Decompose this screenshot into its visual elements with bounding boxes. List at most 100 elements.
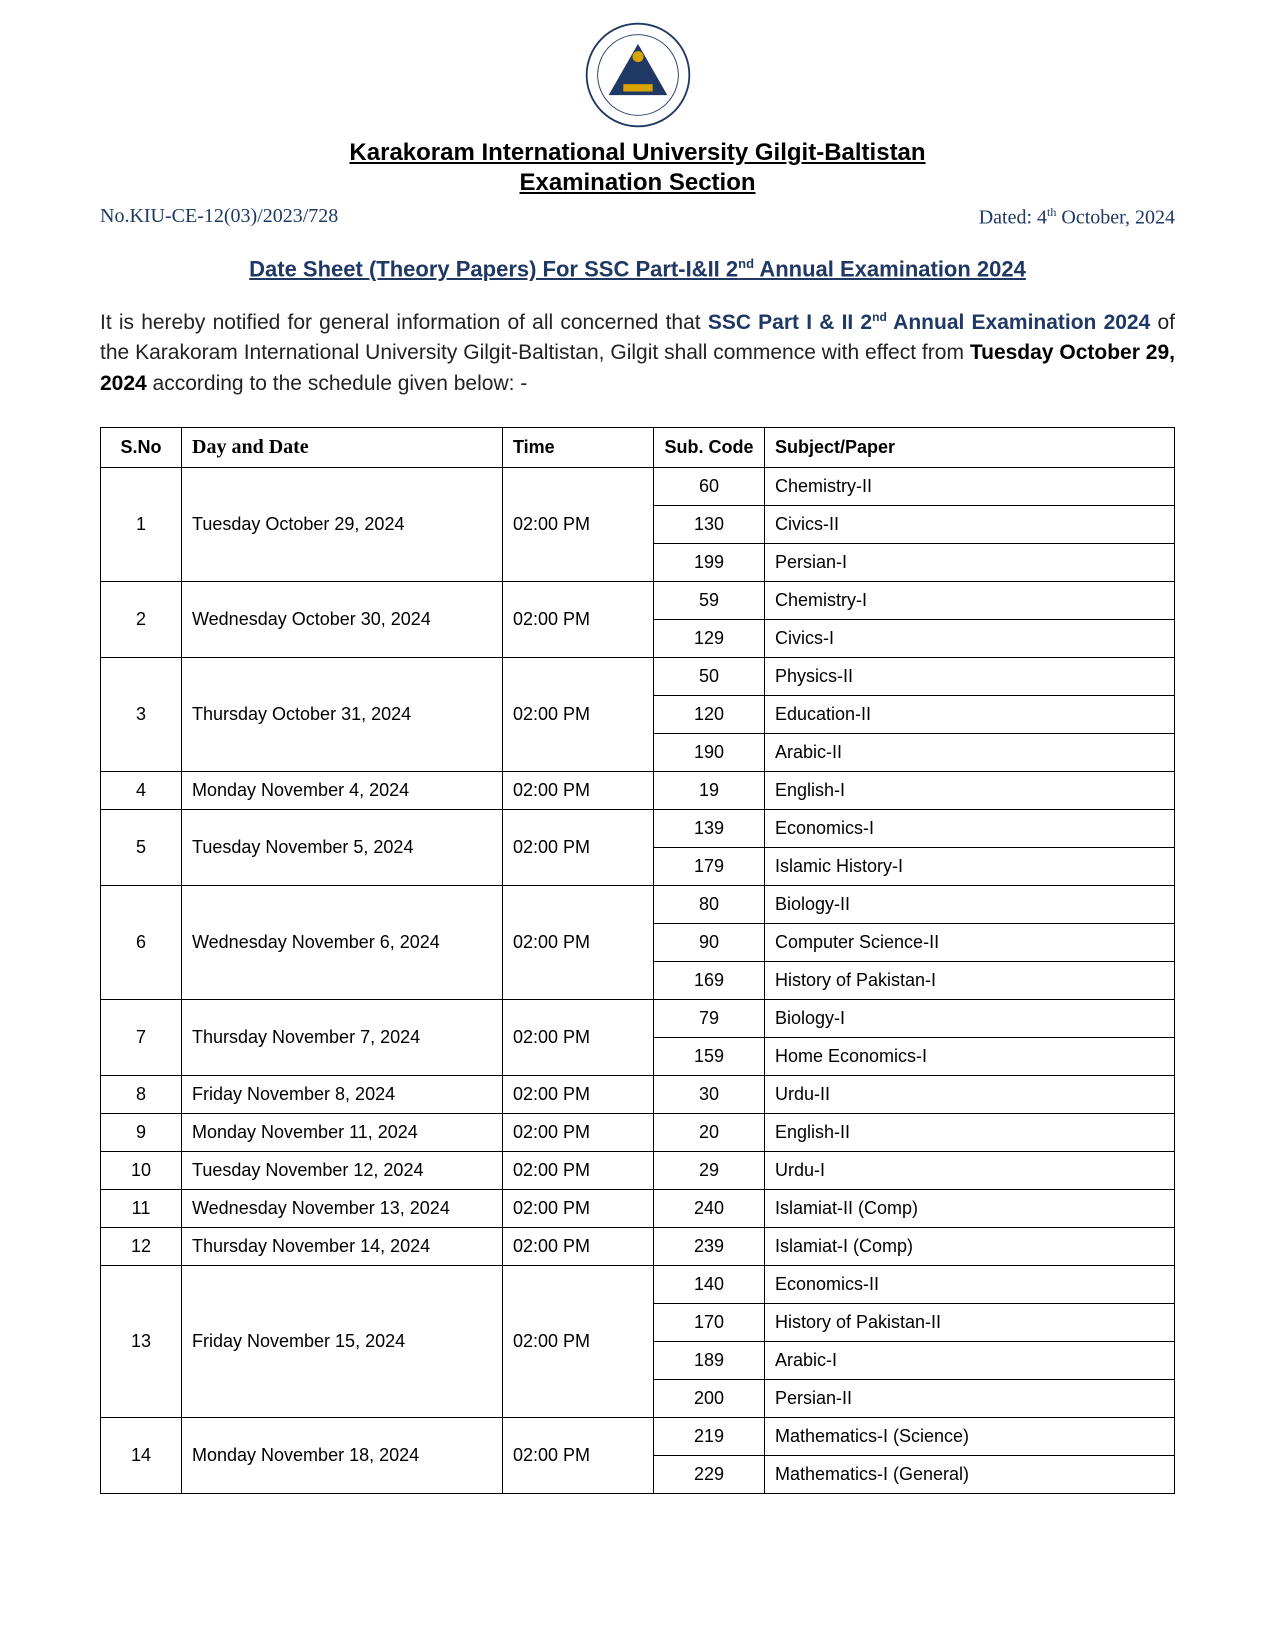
cell-sno: 10 (101, 1152, 182, 1190)
table-row: 13Friday November 15, 202402:00 PM140Eco… (101, 1266, 1175, 1304)
highlight-exam-name: SSC Part I & II 2nd Annual Examination 2… (708, 311, 1150, 334)
table-header-row: S.No Day and Date Time Sub. Code Subject… (101, 428, 1175, 468)
cell-subject: Biology-I (765, 1000, 1175, 1038)
cell-subject: Islamic History-I (765, 848, 1175, 886)
cell-subject: Persian-I (765, 544, 1175, 582)
cell-code: 130 (654, 506, 765, 544)
cell-daydate: Wednesday November 6, 2024 (182, 886, 503, 1000)
cell-time: 02:00 PM (503, 772, 654, 810)
cell-sno: 6 (101, 886, 182, 1000)
table-row: 1Tuesday October 29, 202402:00 PM60Chemi… (101, 468, 1175, 506)
cell-code: 60 (654, 468, 765, 506)
table-row: 3Thursday October 31, 202402:00 PM50Phys… (101, 658, 1175, 696)
cell-subject: English-II (765, 1114, 1175, 1152)
cell-time: 02:00 PM (503, 1418, 654, 1494)
cell-sno: 14 (101, 1418, 182, 1494)
cell-code: 140 (654, 1266, 765, 1304)
cell-sno: 7 (101, 1000, 182, 1076)
logo-wrap (100, 20, 1175, 135)
dated: Dated: 4th October, 2024 (979, 205, 1175, 230)
cell-sno: 11 (101, 1190, 182, 1228)
table-row: 9Monday November 11, 202402:00 PM20Engli… (101, 1114, 1175, 1152)
cell-sno: 2 (101, 582, 182, 658)
table-row: 11Wednesday November 13, 202402:00 PM240… (101, 1190, 1175, 1228)
col-subject: Subject/Paper (765, 428, 1175, 468)
cell-subject: Urdu-II (765, 1076, 1175, 1114)
cell-subject: Economics-I (765, 810, 1175, 848)
cell-daydate: Friday November 8, 2024 (182, 1076, 503, 1114)
cell-daydate: Wednesday October 30, 2024 (182, 582, 503, 658)
cell-time: 02:00 PM (503, 886, 654, 1000)
cell-subject: Islamiat-II (Comp) (765, 1190, 1175, 1228)
intro-paragraph: It is hereby notified for general inform… (100, 308, 1175, 399)
cell-subject: Urdu-I (765, 1152, 1175, 1190)
cell-sno: 12 (101, 1228, 182, 1266)
col-time: Time (503, 428, 654, 468)
cell-subject: History of Pakistan-II (765, 1304, 1175, 1342)
cell-subject: Arabic-I (765, 1342, 1175, 1380)
cell-daydate: Friday November 15, 2024 (182, 1266, 503, 1418)
cell-code: 179 (654, 848, 765, 886)
cell-time: 02:00 PM (503, 582, 654, 658)
cell-code: 239 (654, 1228, 765, 1266)
col-code: Sub. Code (654, 428, 765, 468)
table-row: 14Monday November 18, 202402:00 PM219Mat… (101, 1418, 1175, 1456)
cell-code: 120 (654, 696, 765, 734)
cell-subject: Islamiat-I (Comp) (765, 1228, 1175, 1266)
cell-subject: English-I (765, 772, 1175, 810)
page: Karakoram International University Gilgi… (0, 0, 1275, 1650)
cell-code: 79 (654, 1000, 765, 1038)
cell-daydate: Monday November 18, 2024 (182, 1418, 503, 1494)
cell-code: 19 (654, 772, 765, 810)
cell-code: 229 (654, 1456, 765, 1494)
datesheet-table: S.No Day and Date Time Sub. Code Subject… (100, 427, 1175, 1494)
cell-subject: Physics-II (765, 658, 1175, 696)
cell-time: 02:00 PM (503, 1076, 654, 1114)
cell-daydate: Tuesday October 29, 2024 (182, 468, 503, 582)
cell-code: 159 (654, 1038, 765, 1076)
cell-code: 20 (654, 1114, 765, 1152)
reference-number: No.KIU-CE-12(03)/2023/728 (100, 205, 338, 230)
table-row: 10Tuesday November 12, 202402:00 PM29Urd… (101, 1152, 1175, 1190)
cell-daydate: Monday November 4, 2024 (182, 772, 503, 810)
university-logo-icon (583, 20, 693, 130)
cell-code: 199 (654, 544, 765, 582)
cell-sno: 3 (101, 658, 182, 772)
institution-name: Karakoram International University Gilgi… (100, 139, 1175, 167)
col-sno: S.No (101, 428, 182, 468)
table-row: 2Wednesday October 30, 202402:00 PM59Che… (101, 582, 1175, 620)
cell-code: 169 (654, 962, 765, 1000)
cell-subject: Arabic-II (765, 734, 1175, 772)
table-row: 7Thursday November 7, 202402:00 PM79Biol… (101, 1000, 1175, 1038)
table-row: 4Monday November 4, 202402:00 PM19Englis… (101, 772, 1175, 810)
cell-code: 59 (654, 582, 765, 620)
document-title: Date Sheet (Theory Papers) For SSC Part-… (100, 256, 1175, 282)
cell-code: 219 (654, 1418, 765, 1456)
table-row: 8Friday November 8, 202402:00 PM30Urdu-I… (101, 1076, 1175, 1114)
cell-sno: 1 (101, 468, 182, 582)
cell-sno: 4 (101, 772, 182, 810)
cell-subject: Biology-II (765, 886, 1175, 924)
cell-time: 02:00 PM (503, 1000, 654, 1076)
cell-code: 30 (654, 1076, 765, 1114)
cell-subject: Persian-II (765, 1380, 1175, 1418)
cell-time: 02:00 PM (503, 1228, 654, 1266)
cell-daydate: Monday November 11, 2024 (182, 1114, 503, 1152)
cell-code: 170 (654, 1304, 765, 1342)
cell-code: 200 (654, 1380, 765, 1418)
cell-sno: 9 (101, 1114, 182, 1152)
cell-daydate: Thursday November 7, 2024 (182, 1000, 503, 1076)
cell-time: 02:00 PM (503, 1114, 654, 1152)
cell-subject: Civics-II (765, 506, 1175, 544)
table-row: 12Thursday November 14, 202402:00 PM239I… (101, 1228, 1175, 1266)
cell-code: 190 (654, 734, 765, 772)
cell-sno: 13 (101, 1266, 182, 1418)
cell-sno: 5 (101, 810, 182, 886)
cell-daydate: Thursday October 31, 2024 (182, 658, 503, 772)
cell-daydate: Tuesday November 5, 2024 (182, 810, 503, 886)
reference-row: No.KIU-CE-12(03)/2023/728 Dated: 4th Oct… (100, 205, 1175, 230)
table-row: 5Tuesday November 5, 202402:00 PM139Econ… (101, 810, 1175, 848)
cell-code: 189 (654, 1342, 765, 1380)
cell-code: 29 (654, 1152, 765, 1190)
cell-code: 240 (654, 1190, 765, 1228)
